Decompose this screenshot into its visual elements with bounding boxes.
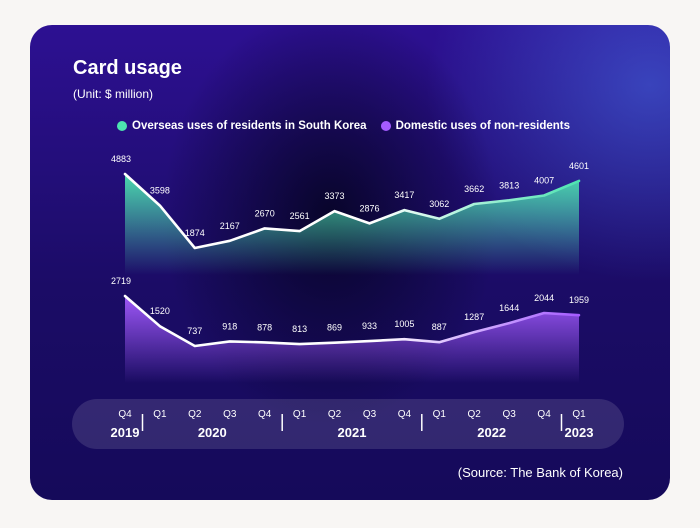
- legend-label-overseas: Overseas uses of residents in South Kore…: [132, 120, 367, 132]
- legend-item-domestic: Domestic uses of non-residents: [380, 120, 571, 132]
- data-label-domestic: 878: [257, 322, 272, 332]
- data-label-overseas: 2670: [255, 208, 275, 218]
- data-label-domestic: 2044: [534, 293, 554, 303]
- quarter-label: Q1: [433, 409, 447, 420]
- data-label-domestic: 813: [292, 324, 307, 334]
- area-domestic: [125, 296, 579, 383]
- quarter-label: Q1: [293, 409, 307, 420]
- data-label-domestic: 2719: [111, 276, 131, 286]
- data-label-overseas: 3598: [150, 186, 170, 196]
- year-label: 2022: [477, 425, 506, 440]
- quarter-label: Q1: [572, 409, 586, 420]
- data-label-domestic: 933: [362, 321, 377, 331]
- data-label-overseas: 3662: [464, 184, 484, 194]
- data-label-overseas: 4883: [111, 154, 131, 164]
- data-label-domestic: 1520: [150, 306, 170, 316]
- year-label: 2021: [338, 425, 367, 440]
- quarter-label: Q4: [258, 409, 272, 420]
- quarter-timeline: [72, 399, 624, 449]
- area-overseas: [125, 174, 579, 275]
- legend-swatch-overseas: [117, 121, 127, 131]
- data-label-domestic: 869: [327, 323, 342, 333]
- quarter-label: Q3: [223, 409, 237, 420]
- quarter-label: Q2: [188, 409, 202, 420]
- data-label-domestic: 1959: [569, 295, 589, 305]
- chart-card: 4883 3598 1874 2167 2670 2561 3373 2876 3417 3062…: [30, 25, 670, 500]
- line-overseas: [123, 172, 581, 250]
- data-label-overseas: 3813: [499, 180, 519, 190]
- data-label-overseas: 2561: [290, 211, 310, 221]
- legend-swatch-domestic: [380, 121, 391, 131]
- data-label-domestic: 1287: [464, 312, 484, 322]
- quarter-label: Q4: [398, 409, 412, 420]
- data-label-overseas: 4007: [534, 176, 554, 186]
- source-note: (Source: The Bank of Korea): [457, 465, 623, 480]
- data-label-domestic: 1644: [499, 303, 519, 313]
- year-label: 2023: [565, 425, 594, 440]
- legend-item-overseas: Overseas uses of residents in South Kore…: [117, 120, 367, 132]
- data-label-domestic: 737: [187, 326, 202, 336]
- data-label-domestic: 918: [222, 321, 237, 331]
- data-label-overseas: 3417: [394, 190, 414, 200]
- quarter-label: Q2: [328, 409, 342, 420]
- legend: Overseas uses of residents in South Kore…: [117, 120, 584, 132]
- quarter-label: Q3: [363, 409, 377, 420]
- quarter-label: Q1: [153, 409, 167, 420]
- data-label-overseas: 1874: [185, 228, 205, 238]
- data-label-domestic: 887: [432, 322, 447, 332]
- line-domestic: [123, 294, 581, 348]
- data-label-overseas: 3062: [429, 199, 449, 209]
- quarter-label: Q3: [503, 409, 517, 420]
- data-label-overseas: 2167: [220, 221, 240, 231]
- quarter-label: Q2: [468, 409, 482, 420]
- chart-plot: 4883 3598 1874 2167 2670 2561 3373 2876 3417 3062…: [111, 154, 594, 440]
- chart-unit: (Unit: $ million): [73, 87, 154, 101]
- chart-title: Card usage: [73, 57, 182, 79]
- data-label-overseas: 2876: [359, 203, 379, 213]
- quarter-label: Q4: [118, 409, 132, 420]
- year-label: 2020: [198, 425, 227, 440]
- data-label-overseas: 4601: [569, 161, 589, 171]
- data-label-overseas: 3373: [324, 191, 344, 201]
- year-label: 2019: [111, 425, 140, 440]
- data-label-domestic: 1005: [394, 319, 414, 329]
- quarter-label: Q4: [537, 409, 551, 420]
- legend-label-domestic: Domestic uses of non-residents: [395, 120, 571, 132]
